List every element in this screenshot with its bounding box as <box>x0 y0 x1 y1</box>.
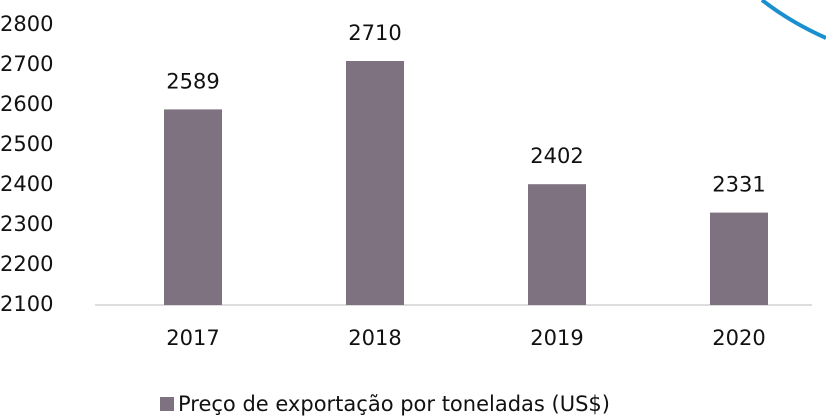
data-label: 2710 <box>348 21 401 45</box>
decoration-arc <box>760 0 826 40</box>
bar <box>346 61 404 305</box>
y-tick-label: 2600 <box>0 92 53 116</box>
y-tick-label: 2400 <box>0 172 53 196</box>
data-label: 2589 <box>166 69 219 93</box>
bar <box>710 212 768 305</box>
y-tick-label: 2300 <box>0 212 53 236</box>
legend-label: Preço de exportação por toneladas (US$) <box>178 392 610 416</box>
x-tick-label: 2017 <box>166 326 219 350</box>
x-tick-label: 2019 <box>530 326 583 350</box>
y-tick-label: 2500 <box>0 132 53 156</box>
bar <box>164 109 222 306</box>
x-tick-label: 2018 <box>348 326 401 350</box>
y-tick-label: 2800 <box>0 12 53 36</box>
y-tick-label: 2100 <box>0 292 53 316</box>
y-tick-label: 2700 <box>0 52 53 76</box>
data-label: 2402 <box>530 144 583 168</box>
x-tick-label: 2020 <box>712 326 765 350</box>
bar <box>528 184 586 305</box>
legend-swatch <box>160 397 174 411</box>
y-tick-label: 2200 <box>0 252 53 276</box>
data-label: 2331 <box>712 173 765 197</box>
